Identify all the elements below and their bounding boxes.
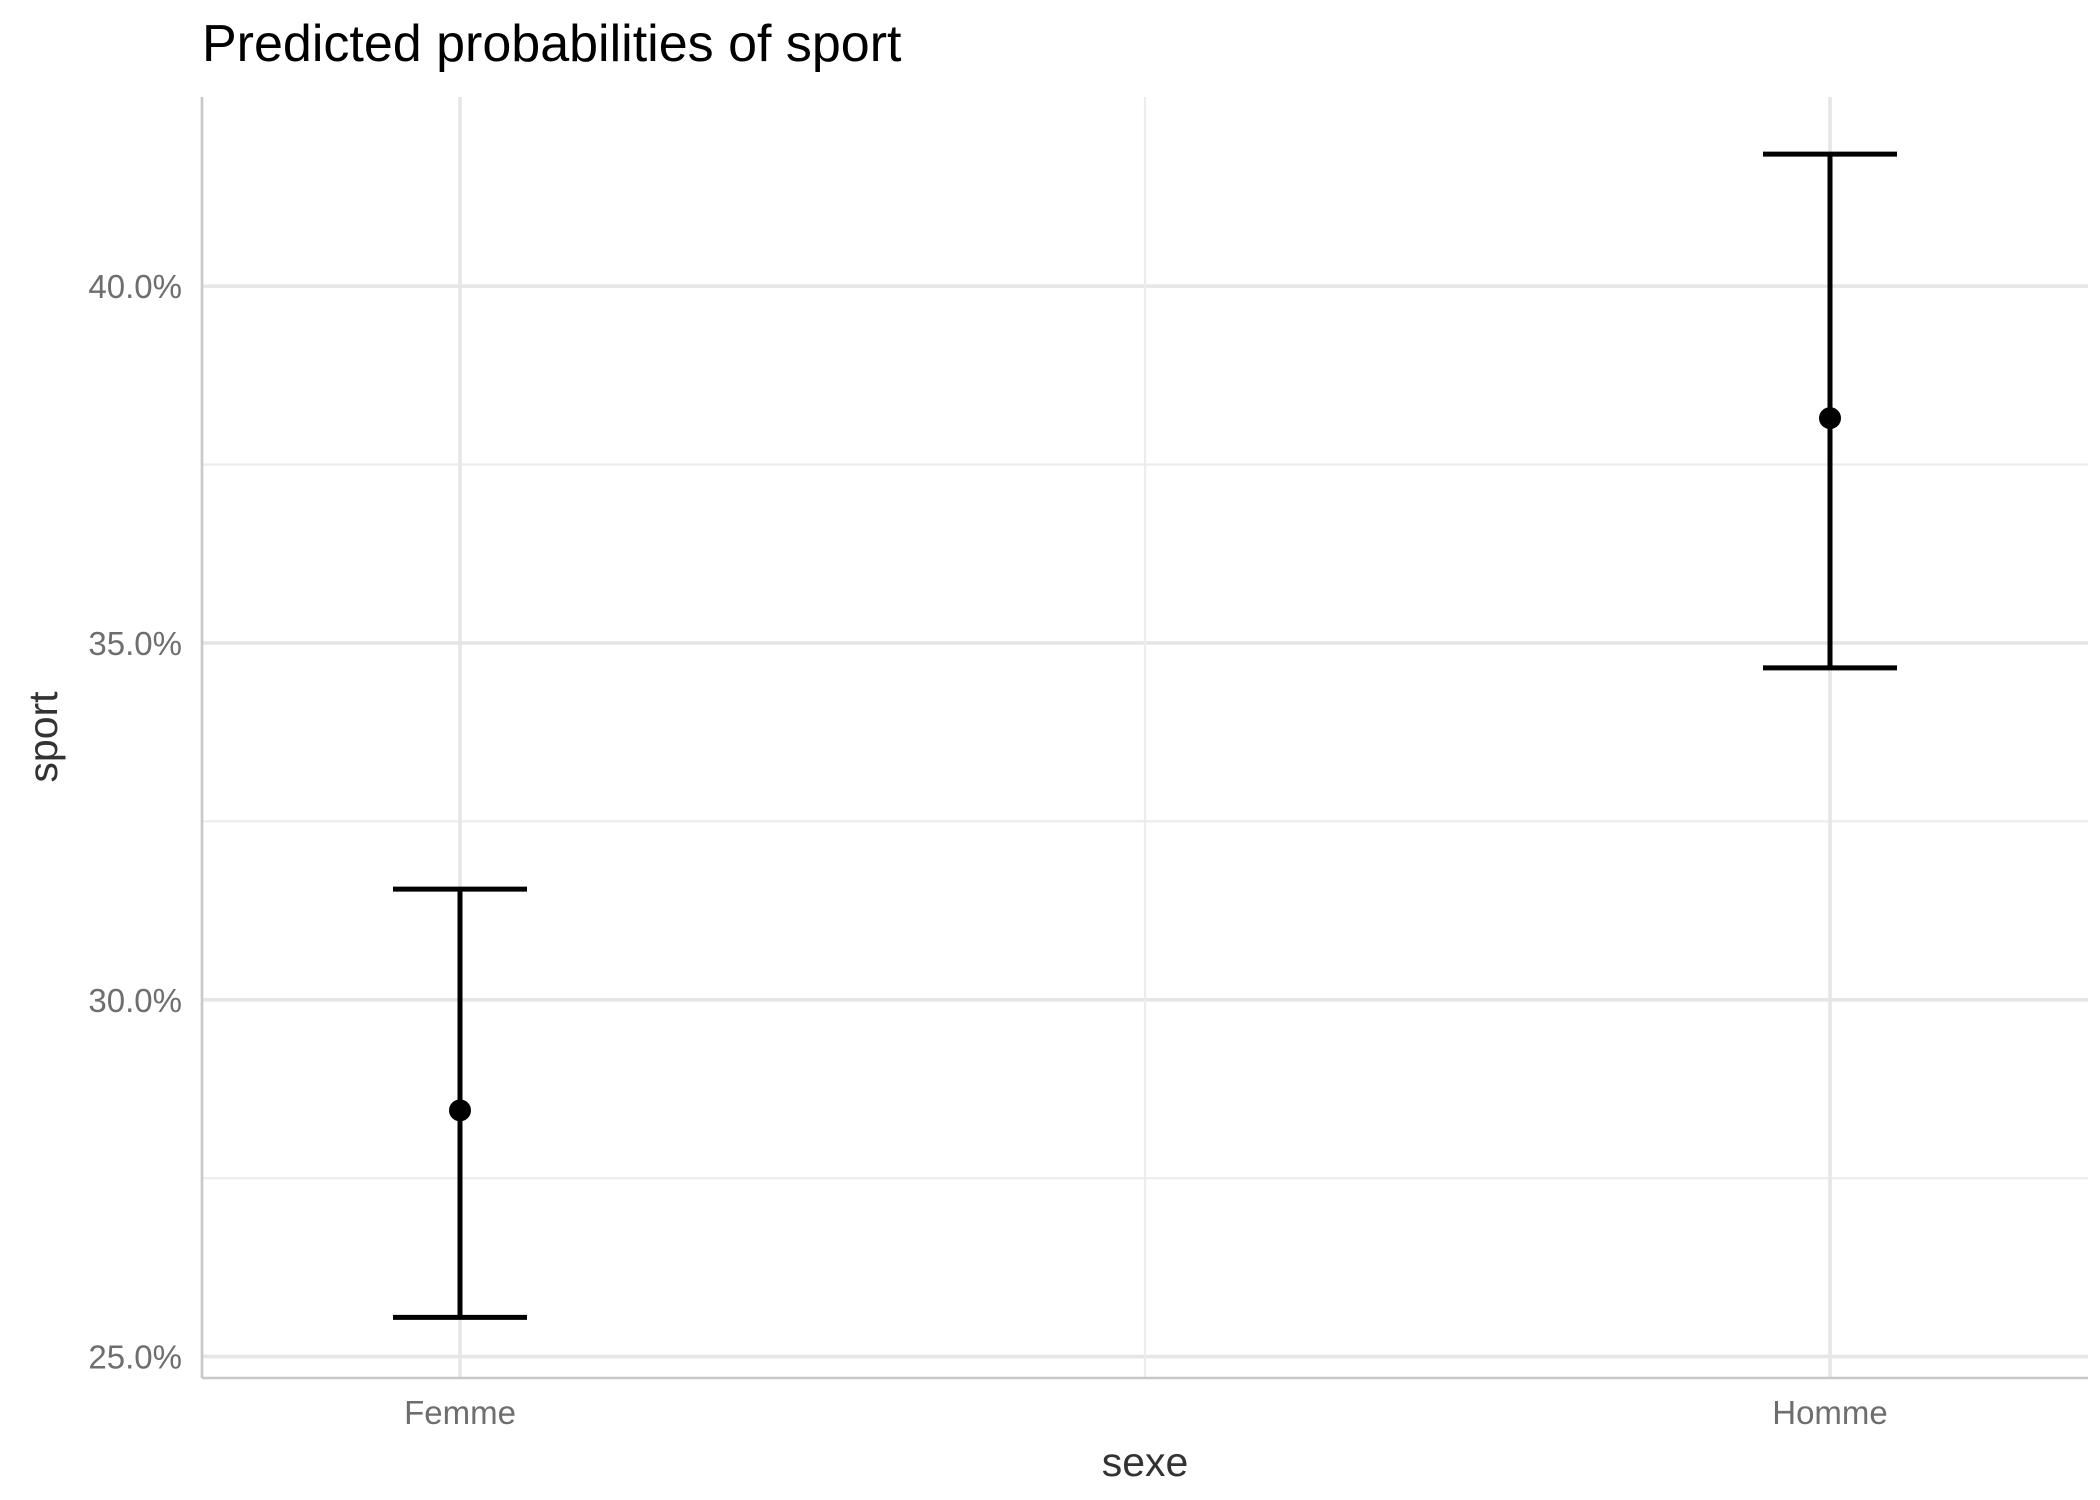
- x-tick-label: Homme: [1772, 1394, 1888, 1431]
- chart-title: Predicted probabilities of sport: [202, 15, 902, 73]
- x-tick-labels: Femme Homme: [404, 1394, 1888, 1431]
- errorbar-homme: [1763, 151, 1897, 671]
- x-tick-label: Femme: [404, 1394, 516, 1431]
- estimate-point: [1819, 407, 1841, 430]
- errorbar-femme: [393, 886, 527, 1320]
- y-tick-label: 25.0%: [88, 1339, 182, 1376]
- y-tick-label: 35.0%: [88, 625, 182, 662]
- error-bars: [393, 151, 1897, 1320]
- estimate-point: [449, 1099, 471, 1122]
- y-axis-title: sport: [20, 691, 66, 783]
- y-tick-label: 30.0%: [88, 982, 182, 1019]
- x-axis-title: sexe: [1102, 1439, 1189, 1485]
- y-tick-labels: 25.0% 30.0% 35.0% 40.0%: [88, 268, 182, 1375]
- y-tick-label: 40.0%: [88, 268, 182, 305]
- grid: [202, 97, 2088, 1378]
